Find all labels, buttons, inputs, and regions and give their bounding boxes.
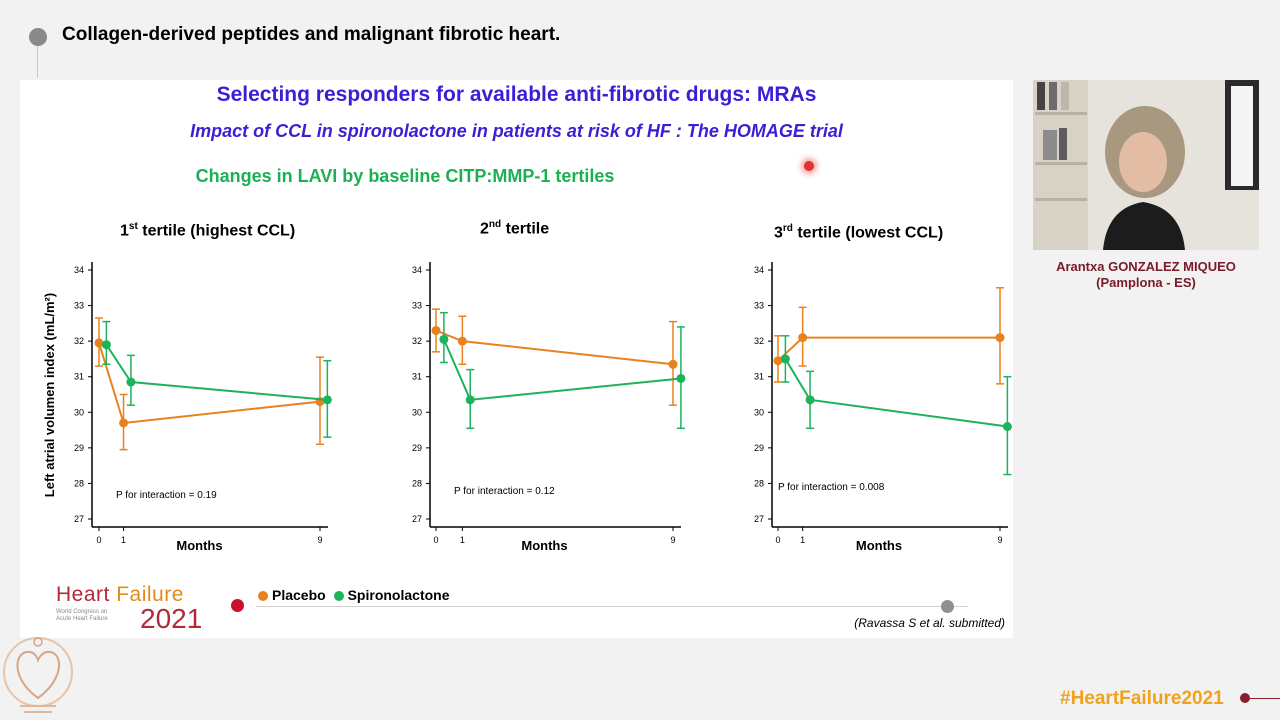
panel-2-spironolactone-point [465, 395, 475, 405]
title-connector-line [37, 46, 38, 78]
speaker-video-frame [1033, 80, 1259, 250]
panel-2-x-axis-label: Months [521, 538, 567, 553]
panel-3-y-tick-label: 30 [754, 407, 764, 417]
panel-2-placebo-line [435, 329, 674, 366]
panel-3-y-tick-label: 32 [754, 336, 764, 346]
panel-1-spironolactone-point [126, 377, 136, 387]
playback-progress-track[interactable] [256, 606, 968, 607]
panel-3-placebo-point [995, 333, 1005, 343]
spironolactone-legend-marker [333, 591, 344, 602]
panel-2-placebo-point [457, 336, 467, 346]
slide-subheading: Impact of CCL in spironolactone in patie… [190, 121, 843, 141]
panel-2-y-tick-label: 27 [412, 514, 422, 524]
panel-2-spironolactone-point [439, 334, 449, 344]
citation: (Ravassa S et al. submitted) [854, 616, 1005, 630]
playback-progress-knob[interactable] [941, 600, 954, 613]
placebo-legend-label: Placebo [272, 587, 326, 603]
panel-3-spironolactone-line [784, 358, 1008, 428]
slide: Selecting responders for available anti-… [20, 80, 1013, 638]
panel-1-placebo-point [119, 418, 129, 428]
panel-2-x-tick-label: 1 [460, 535, 465, 545]
panel-3-x-axis-label: Months [856, 538, 902, 553]
panel-3-x-tick-label: 9 [997, 535, 1002, 545]
panel-1-y-tick-label: 27 [74, 514, 84, 524]
playback-progress-start[interactable] [231, 599, 244, 612]
heart-failure-2021-logo: Heart Failure World Congress on Acute He… [56, 583, 203, 634]
panel-1-y-tick-label: 28 [74, 478, 84, 488]
panel-1-spironolactone-point [322, 395, 332, 405]
panel-1-y-tick-label: 29 [74, 443, 84, 453]
panel-1-y-tick-label: 33 [74, 301, 84, 311]
panel-3-y-tick-label: 34 [754, 265, 764, 275]
panel-3-p-value: P for interaction = 0.008 [778, 482, 885, 493]
laser-pointer [804, 161, 814, 171]
title-bullet-dot [29, 28, 47, 46]
speaker-name: Arantxa GONZALEZ MIQUEO [1056, 259, 1236, 274]
panel-3-y-tick-label: 28 [754, 478, 764, 488]
panel-3-spironolactone-point [780, 354, 790, 364]
event-hashtag: #HeartFailure2021 [1060, 688, 1224, 709]
panel-3-x-tick-label: 1 [800, 535, 805, 545]
slide-heading: Selecting responders for available anti-… [216, 83, 817, 106]
chart-legend: Placebo Spironolactone [258, 587, 450, 603]
panel-1-x-axis-label: Months [176, 538, 222, 553]
panel-3-y-tick-label: 31 [754, 372, 764, 382]
panel-2-y-tick-label: 31 [412, 372, 422, 382]
panel-1-placebo-point [94, 338, 104, 348]
panel-3-y-tick-label: 29 [754, 443, 764, 453]
panel-1-y-tick-label: 32 [74, 336, 84, 346]
panel-2-x-tick-label: 0 [433, 535, 438, 545]
panel-2-y-tick-label: 34 [412, 265, 422, 275]
talk-title: Collagen-derived peptides and malignant … [62, 24, 561, 45]
panel-3-title: 3rd tertile (lowest CCL) [774, 223, 944, 242]
panel-1-x-tick-label: 1 [121, 535, 126, 545]
panel-2-title: 2nd tertile [480, 219, 550, 238]
panel-2-x-tick-label: 9 [670, 535, 675, 545]
panel-2-spironolactone-line [442, 338, 682, 401]
panel-3-placebo-point [798, 333, 808, 343]
panel-2-placebo-point [668, 359, 678, 369]
panel-2-y-tick-label: 29 [412, 443, 422, 453]
panel-3-y-tick-label: 27 [754, 514, 764, 524]
panel-2-y-tick-label: 33 [412, 301, 422, 311]
panel-2-y-tick-label: 32 [412, 336, 422, 346]
panel-3-x-tick-label: 0 [775, 535, 780, 545]
congress-emblem-icon [3, 637, 73, 713]
panel-2-spironolactone-point [676, 373, 686, 383]
panel-1-y-tick-label: 34 [74, 265, 84, 275]
panel-2-placebo-point [431, 325, 441, 335]
charts-svg: Left atrial volumen index (mL/m²) 27 28 29 3… [42, 262, 1012, 553]
panel-1-x-tick-label: 9 [317, 535, 322, 545]
panel-2-p-value: P for interaction = 0.12 [454, 486, 555, 497]
placebo-legend-marker [258, 591, 268, 602]
panel-1-p-value: P for interaction = 0.19 [116, 490, 217, 501]
panel-2-y-tick-label: 28 [412, 478, 422, 488]
panel-1-spironolactone-point [101, 340, 111, 350]
y-axis-label: Left atrial volumen index (mL/m²) [42, 293, 57, 497]
panel-1-y-tick-label: 31 [74, 372, 84, 382]
speaker-video [1033, 80, 1259, 250]
spironolactone-legend-label: Spironolactone [347, 587, 450, 603]
panel-3-placebo-point [773, 356, 783, 366]
panel-2-y-tick-label: 30 [412, 407, 422, 417]
speaker-location: (Pamplona - ES) [1096, 275, 1196, 290]
panel-1-y-tick-label: 30 [74, 407, 84, 417]
panel-3-spironolactone-point [805, 395, 815, 405]
panel-1-title: 1st tertile (highest CCL) [120, 221, 296, 240]
panel-1-x-tick-label: 0 [96, 535, 101, 545]
speaker-caption: Arantxa GONZALEZ MIQUEO (Pamplona - ES) [1033, 259, 1259, 291]
chart-caption: Changes in LAVI by baseline CITP:MMP-1 t… [195, 166, 615, 186]
panel-3-y-tick-label: 33 [754, 301, 764, 311]
panel-3-placebo-line [777, 336, 1000, 362]
hashtag-dot [1240, 693, 1250, 703]
panel-1-spironolactone-line [105, 344, 328, 401]
panel-3-spironolactone-point [1002, 422, 1012, 432]
hashtag-line [1250, 698, 1280, 699]
